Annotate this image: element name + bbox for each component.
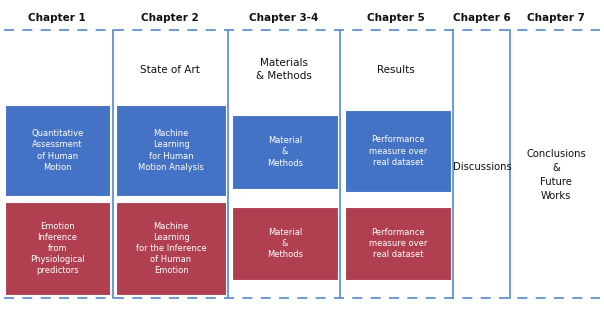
Text: Results: Results [377, 65, 415, 75]
FancyBboxPatch shape [5, 202, 110, 295]
Text: Performance
measure over
real dataset: Performance measure over real dataset [369, 228, 427, 259]
Text: Material
&
Methods: Material & Methods [267, 228, 303, 259]
Text: Chapter 6: Chapter 6 [453, 13, 511, 23]
Text: Conclusions
&
Future
Works: Conclusions & Future Works [526, 149, 586, 201]
Text: Discussions: Discussions [452, 162, 512, 172]
Text: Performance
measure over
real dataset: Performance measure over real dataset [369, 135, 427, 167]
Text: Quantitative
Assessment
of Human
Motion: Quantitative Assessment of Human Motion [31, 129, 84, 172]
Text: Material
&
Methods: Material & Methods [267, 136, 303, 168]
FancyBboxPatch shape [5, 105, 110, 196]
Text: Emotion
Inference
from
Physiological
predictors: Emotion Inference from Physiological pre… [30, 222, 85, 275]
FancyBboxPatch shape [116, 105, 226, 196]
FancyBboxPatch shape [232, 207, 338, 280]
Text: Chapter 3-4: Chapter 3-4 [249, 13, 319, 23]
Text: Machine
Learning
for the Inference
of Human
Emotion: Machine Learning for the Inference of Hu… [136, 222, 207, 275]
FancyBboxPatch shape [232, 115, 338, 189]
Text: Chapter 7: Chapter 7 [527, 13, 585, 23]
Text: State of Art: State of Art [140, 65, 200, 75]
FancyBboxPatch shape [345, 207, 451, 280]
Text: Machine
Learning
for Human
Motion Analysis: Machine Learning for Human Motion Analys… [138, 129, 204, 172]
FancyBboxPatch shape [345, 110, 451, 192]
Text: Chapter 2: Chapter 2 [141, 13, 199, 23]
Text: Chapter 5: Chapter 5 [367, 13, 425, 23]
Text: Materials
& Methods: Materials & Methods [256, 58, 312, 81]
FancyBboxPatch shape [116, 202, 226, 295]
Text: Chapter 1: Chapter 1 [28, 13, 86, 23]
